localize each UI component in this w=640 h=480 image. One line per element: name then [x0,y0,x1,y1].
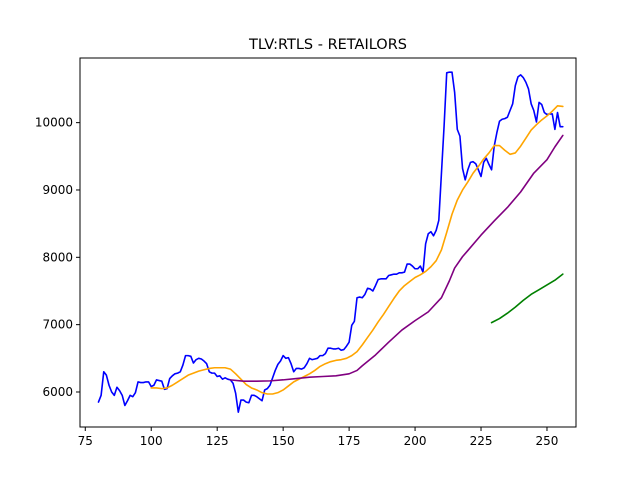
y-tick-label-10000: 10000 [35,116,73,130]
chart-title: TLV:RTLS - RETAILORS [248,37,407,53]
x-tick-label-175: 175 [338,434,361,448]
x-axis: 75 100 125 150 175 200 225 250 [78,427,559,448]
x-tick-label-200: 200 [404,434,427,448]
x-tick-label-225: 225 [470,434,493,448]
x-tick-label-250: 250 [536,434,559,448]
y-tick-label-8000: 8000 [42,250,73,264]
series-line-4 [490,273,564,324]
plot-area [97,71,564,413]
series-line-2 [150,105,564,395]
series-line-1 [97,71,564,413]
series-line-3 [229,134,564,383]
y-tick-label-7000: 7000 [42,318,73,332]
x-tick-label-100: 100 [140,434,163,448]
x-tick-label-125: 125 [206,434,229,448]
y-axis: 6000 7000 8000 9000 10000 [35,116,80,399]
y-tick-label-9000: 9000 [42,183,73,197]
axes-frame [79,57,577,428]
x-tick-label-75: 75 [78,434,93,448]
y-tick-label-6000: 6000 [42,385,73,399]
x-tick-label-150: 150 [272,434,295,448]
